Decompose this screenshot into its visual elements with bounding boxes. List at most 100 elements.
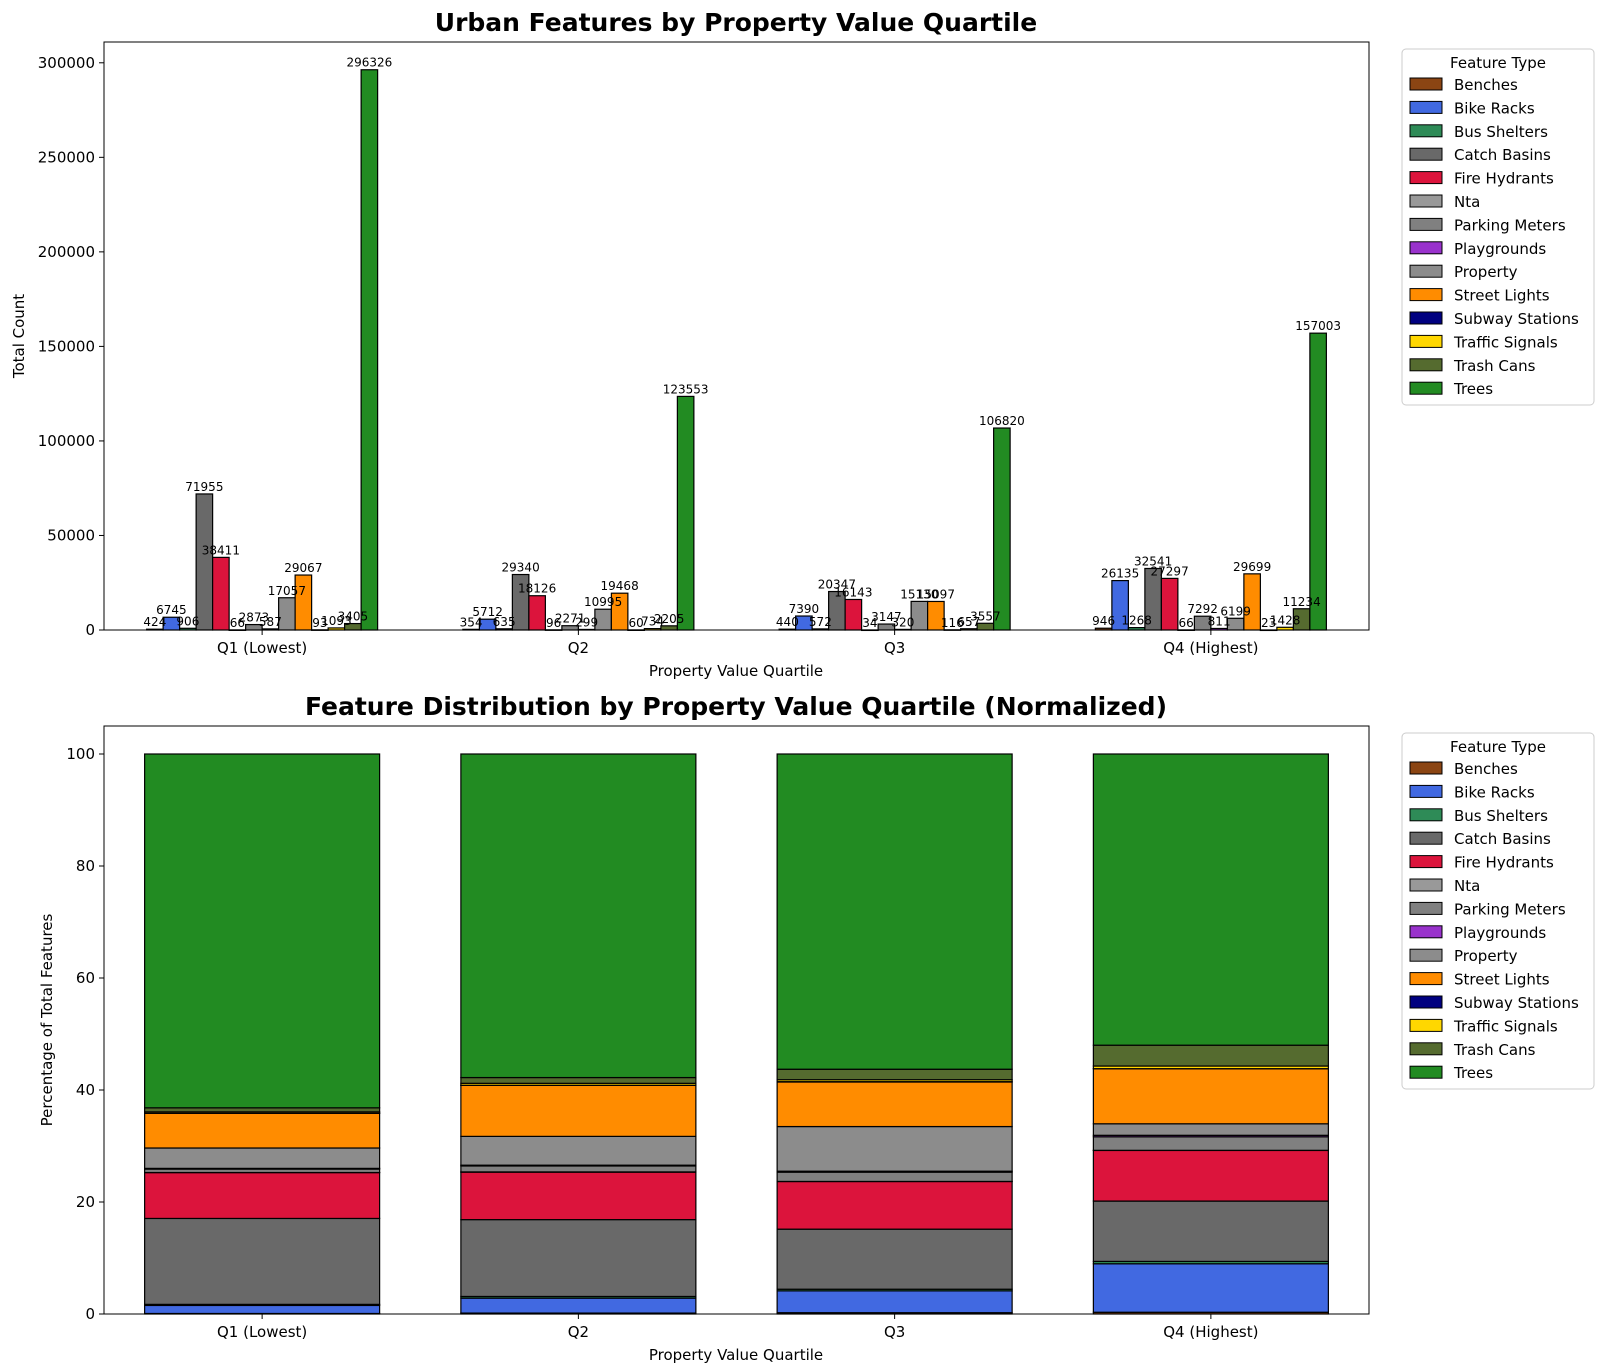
stack-segment-catch-basins xyxy=(776,1228,1013,1290)
legend-entry: Playgrounds xyxy=(1454,240,1546,258)
data-label: 7390 xyxy=(789,602,820,616)
legend-entry: Bus Shelters xyxy=(1454,807,1548,825)
x-tick-label: Q3 xyxy=(884,639,905,657)
legend-entry: Subway Stations xyxy=(1454,994,1579,1012)
legend-entry: Fire Hydrants xyxy=(1454,170,1554,188)
legend-title: Feature Type xyxy=(1450,738,1546,756)
legend-swatch xyxy=(1409,358,1443,372)
stack-segment-catch-basins xyxy=(460,1219,697,1298)
stack-segment-parking-meters xyxy=(460,1165,697,1173)
stack-segment-trash-cans xyxy=(1092,1044,1329,1067)
stack-segment-trees xyxy=(776,753,1013,1070)
stack-segment-property xyxy=(144,1147,381,1169)
legend-entry: Trash Cans xyxy=(1453,1041,1536,1059)
legend-entry: Street Lights xyxy=(1454,287,1550,305)
legend-entry: Subway Stations xyxy=(1454,310,1579,328)
data-label: 66 xyxy=(1178,616,1193,630)
stack-segment-property xyxy=(776,1125,1013,1172)
stack-segment-trash-cans xyxy=(144,1107,381,1113)
legend-swatch xyxy=(1409,995,1443,1009)
legend-entry: Catch Basins xyxy=(1454,146,1551,164)
legend-entry: Parking Meters xyxy=(1454,900,1566,918)
data-label: 26135 xyxy=(1101,567,1139,581)
data-label: 7292 xyxy=(1187,602,1218,616)
legend-swatch xyxy=(1409,761,1443,775)
data-label: 906 xyxy=(176,614,199,628)
stack-segment-catch-basins xyxy=(144,1217,381,1305)
data-label: 1268 xyxy=(1121,614,1152,628)
y-tick-label: 40 xyxy=(76,1081,95,1099)
stacked-bars-layer xyxy=(144,753,1329,1315)
legend-swatch xyxy=(1409,264,1443,278)
data-label: 354 xyxy=(460,615,483,629)
stack-segment-fire-hydrants xyxy=(776,1180,1013,1230)
data-label: 18126 xyxy=(518,582,556,596)
y-tick-label: 200000 xyxy=(38,243,95,261)
legend-swatch xyxy=(1409,925,1443,939)
x-tick-label: Q1 (Lowest) xyxy=(217,1323,307,1341)
stack-segment-property xyxy=(460,1135,697,1166)
legend-entry: Bike Racks xyxy=(1454,783,1535,801)
legend-entry: Bus Shelters xyxy=(1454,123,1548,141)
stack-segment-bike-racks xyxy=(460,1297,697,1314)
y-tick-label: 100000 xyxy=(38,432,95,450)
data-label: 38411 xyxy=(202,543,240,557)
data-label: 5712 xyxy=(472,605,503,619)
stacked-bar-chart: Feature Distribution by Property Value Q… xyxy=(38,692,1595,1364)
data-label: 635 xyxy=(493,615,516,629)
stack-segment-trash-cans xyxy=(460,1076,697,1084)
data-label: 299 xyxy=(575,615,598,629)
y-tick-label: 50000 xyxy=(47,526,95,544)
x-tick-label: Q4 (Highest) xyxy=(1163,639,1258,657)
data-label: 106820 xyxy=(979,414,1025,428)
legend-swatch xyxy=(1409,831,1443,845)
legend-swatch xyxy=(1409,808,1443,822)
data-label: 440 xyxy=(776,615,799,629)
data-label: 657 xyxy=(957,615,980,629)
y-tick-label: 150000 xyxy=(38,337,95,355)
data-label: 2205 xyxy=(654,612,685,626)
legend-swatch xyxy=(1409,1042,1443,1056)
data-label: 320 xyxy=(891,615,914,629)
legend-swatch xyxy=(1409,171,1443,185)
stack-segment-parking-meters xyxy=(776,1171,1013,1183)
legend: Feature Type Benches Bike Racks Bus Shelte… xyxy=(1401,48,1595,406)
data-label: 123553 xyxy=(663,382,709,396)
legend-swatch xyxy=(1409,878,1443,892)
x-axis: Q1 (Lowest) Q2 Q3 Q4 (Highest) xyxy=(217,1314,1258,1341)
chart-title: Urban Features by Property Value Quartil… xyxy=(435,8,1037,37)
legend-entry: Property xyxy=(1454,263,1518,281)
legend-box xyxy=(1401,732,1595,1090)
grouped-bar-chart: Urban Features by Property Value Quartil… xyxy=(10,8,1595,680)
legend-swatch xyxy=(1409,311,1443,325)
legend-swatch xyxy=(1409,1018,1443,1032)
data-label: 60 xyxy=(628,616,643,630)
stack-segment-trash-cans xyxy=(776,1068,1013,1081)
x-axis-label: Property Value Quartile xyxy=(649,662,823,680)
data-label: 6199 xyxy=(1220,604,1251,618)
data-label: 3557 xyxy=(970,609,1001,623)
legend-swatch xyxy=(1409,217,1443,231)
data-label: 3405 xyxy=(338,610,369,624)
stack-segment-trees xyxy=(460,753,697,1079)
legend-swatch xyxy=(1409,194,1443,208)
data-label: 6745 xyxy=(156,603,187,617)
stack-segment-bike-racks xyxy=(1092,1263,1329,1313)
data-label: 572 xyxy=(809,615,832,629)
data-label: 811 xyxy=(1208,614,1231,628)
legend-entry: Traffic Signals xyxy=(1453,1017,1558,1035)
data-label: 96 xyxy=(546,616,561,630)
data-label: 424 xyxy=(143,615,166,629)
stack-segment-fire-hydrants xyxy=(1092,1149,1329,1202)
x-tick-label: Q4 (Highest) xyxy=(1163,1323,1258,1341)
data-labels-layer: 4246745906719553841166287358717057290679… xyxy=(143,56,1341,630)
legend-entry: Benches xyxy=(1454,76,1518,94)
data-label: 29699 xyxy=(1233,560,1271,574)
data-label: 15097 xyxy=(917,587,955,601)
legend-box xyxy=(1401,48,1595,406)
data-label: 296326 xyxy=(346,56,392,70)
legend-swatch xyxy=(1409,241,1443,255)
data-label: 93 xyxy=(312,616,327,630)
data-label: 66 xyxy=(230,616,245,630)
plot-frame xyxy=(103,725,1370,1315)
